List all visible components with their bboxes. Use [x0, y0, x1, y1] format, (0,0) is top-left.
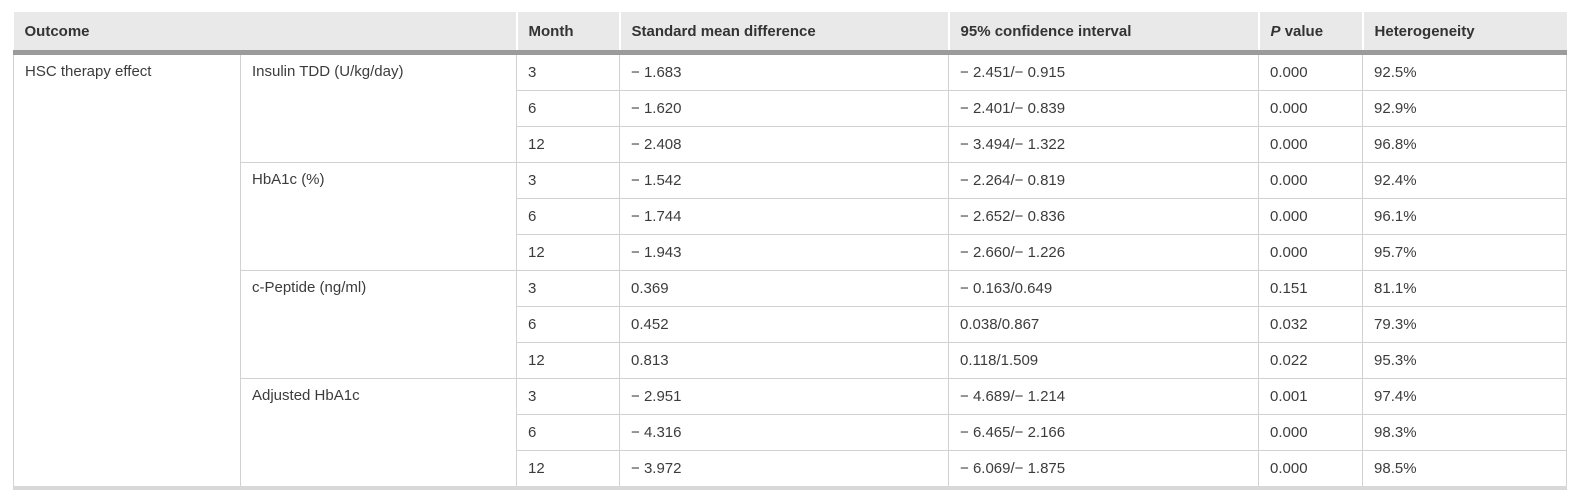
cell-ci: − 6.069/− 1.875 — [948, 450, 1260, 489]
cell-ci: − 2.451/− 0.915 — [948, 52, 1260, 91]
p-rest: value — [1280, 22, 1324, 40]
table-row: Adjusted HbA1c 3 − 2.951 − 4.689/− 1.214… — [14, 378, 1568, 489]
cell-heterogeneity: 97.4% — [1362, 378, 1568, 415]
cell-pvalue: 0.000 — [1258, 52, 1364, 91]
cell-smd: 0.452 — [619, 306, 950, 343]
meta-analysis-table: Outcome Month Standard mean difference 9… — [13, 12, 1568, 490]
cell-smd: − 1.744 — [619, 198, 950, 235]
cell-pvalue: 0.022 — [1258, 342, 1364, 379]
cell-ci: − 2.264/− 0.819 — [948, 162, 1260, 199]
cell-pvalue: 0.000 — [1258, 198, 1364, 235]
cell-heterogeneity: 79.3% — [1362, 306, 1568, 343]
table-row: HSC therapy effect Insulin TDD (U/kg/day… — [13, 52, 1568, 489]
cell-ci: − 4.689/− 1.214 — [948, 378, 1260, 415]
p-italic: P — [1270, 22, 1281, 40]
col-header-outcome: Outcome — [13, 12, 517, 55]
cell-pvalue: 0.000 — [1258, 234, 1364, 271]
cell-pvalue: 0.000 — [1258, 126, 1364, 163]
table-row: 6 − 1.744 − 2.652/− 0.836 0.000 96.1% — [14, 198, 1568, 235]
cell-month: 3 — [516, 52, 621, 91]
col-header-pvalue: P value — [1257, 12, 1363, 55]
cell-smd: − 4.316 — [619, 414, 950, 451]
cell-pvalue: 0.151 — [1258, 270, 1364, 307]
cell-heterogeneity: 95.7% — [1362, 234, 1568, 271]
cell-smd: 0.813 — [619, 342, 950, 379]
col-header-smd: Standard mean difference — [618, 12, 949, 55]
cell-ci: 0.038/0.867 — [948, 306, 1260, 343]
header-row: Outcome Month Standard mean difference 9… — [13, 12, 1567, 55]
cell-ci: − 3.494/− 1.322 — [948, 126, 1260, 163]
table-row: 6 0.452 0.038/0.867 0.032 79.3% — [14, 306, 1568, 343]
cell-pvalue: 0.000 — [1258, 414, 1364, 451]
cell-smd: − 3.972 — [619, 450, 950, 489]
cell-pvalue: 0.032 — [1258, 306, 1364, 343]
cell-heterogeneity: 98.3% — [1362, 414, 1568, 451]
col-header-heterogeneity: Heterogeneity — [1361, 12, 1567, 55]
cell-heterogeneity: 92.4% — [1362, 162, 1568, 199]
cell-suboutcome: HbA1c (%) — [239, 162, 518, 271]
cell-month: 6 — [516, 90, 621, 127]
table-row: 6 − 1.620 − 2.401/− 0.839 0.000 92.9% — [14, 90, 1568, 127]
cell-pvalue: 0.000 — [1258, 450, 1364, 489]
table-row: HbA1c (%) 3 − 1.542 − 2.264/− 0.819 0.00… — [14, 162, 1568, 271]
cell-suboutcome: Insulin TDD (U/kg/day) — [239, 52, 518, 163]
table-row: c-Peptide (ng/ml) 3 0.369 − 0.163/0.649 … — [14, 270, 1568, 379]
cell-ci: − 2.652/− 0.836 — [948, 198, 1260, 235]
cell-pvalue: 0.001 — [1258, 378, 1364, 415]
cell-month: 6 — [516, 414, 621, 451]
cell-heterogeneity: 98.5% — [1362, 450, 1568, 489]
cell-ci: − 6.465/− 2.166 — [948, 414, 1260, 451]
cell-pvalue: 0.000 — [1258, 90, 1364, 127]
cell-ci: − 2.401/− 0.839 — [948, 90, 1260, 127]
cell-suboutcome: c-Peptide (ng/ml) — [239, 270, 518, 379]
col-header-ci: 95% confidence interval — [947, 12, 1259, 55]
col-header-month: Month — [515, 12, 620, 55]
cell-month: 3 — [516, 270, 621, 307]
cell-month: 3 — [516, 378, 621, 415]
cell-heterogeneity: 96.1% — [1362, 198, 1568, 235]
cell-smd: − 2.408 — [619, 126, 950, 163]
cell-smd: − 1.683 — [619, 52, 950, 91]
cell-month: 12 — [516, 126, 621, 163]
cell-ci: 0.118/1.509 — [948, 342, 1260, 379]
table-row: 12 0.813 0.118/1.509 0.022 95.3% — [14, 342, 1568, 379]
cell-month: 6 — [516, 306, 621, 343]
cell-ci: − 0.163/0.649 — [948, 270, 1260, 307]
cell-smd: − 1.542 — [619, 162, 950, 199]
cell-heterogeneity: 96.8% — [1362, 126, 1568, 163]
cell-heterogeneity: 81.1% — [1362, 270, 1568, 307]
cell-heterogeneity: 95.3% — [1362, 342, 1568, 379]
cell-month: 3 — [516, 162, 621, 199]
cell-ci: − 2.660/− 1.226 — [948, 234, 1260, 271]
cell-smd: 0.369 — [619, 270, 950, 307]
cell-outcome: HSC therapy effect — [13, 52, 241, 489]
table-row: 12 − 1.943 − 2.660/− 1.226 0.000 95.7% — [14, 234, 1568, 271]
table-row: 6 − 4.316 − 6.465/− 2.166 0.000 98.3% — [14, 414, 1568, 451]
cell-smd: − 2.951 — [619, 378, 950, 415]
cell-suboutcome: Adjusted HbA1c — [239, 378, 518, 489]
cell-pvalue: 0.000 — [1258, 162, 1364, 199]
cell-month: 12 — [516, 234, 621, 271]
cell-month: 6 — [516, 198, 621, 235]
cell-heterogeneity: 92.9% — [1362, 90, 1568, 127]
cell-smd: − 1.620 — [619, 90, 950, 127]
cell-heterogeneity: 92.5% — [1362, 52, 1568, 91]
cell-smd: − 1.943 — [619, 234, 950, 271]
table-row: 12 − 3.972 − 6.069/− 1.875 0.000 98.5% — [14, 450, 1568, 489]
cell-month: 12 — [516, 450, 621, 489]
cell-month: 12 — [516, 342, 621, 379]
